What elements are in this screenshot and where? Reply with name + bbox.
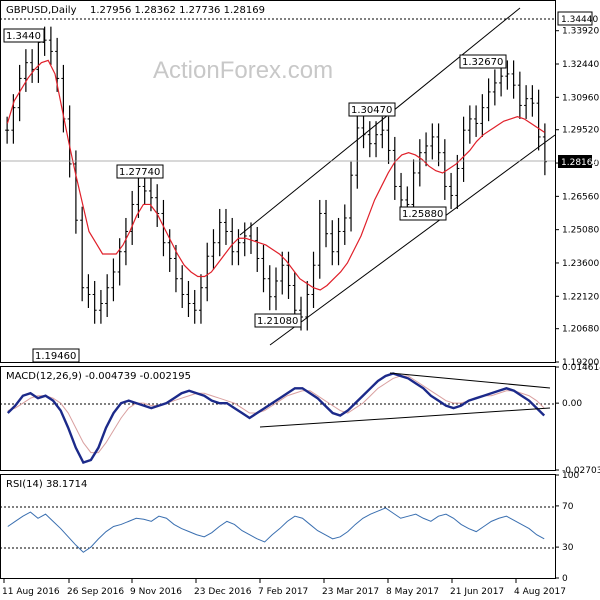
- swing-label-box: [459, 54, 507, 69]
- x-axis: 11 Aug 2016 26 Sep 2016 9 Nov 2016 23 Dec 2…: [2, 578, 566, 597]
- swing-label-box: [254, 313, 302, 328]
- price-tick-label: 1.26560: [562, 192, 599, 202]
- swing-label: 1.30470: [351, 105, 392, 116]
- x-tick-label: 11 Aug 2016: [2, 587, 60, 597]
- rsi-tick-label: 30: [562, 543, 574, 553]
- rsi-panel-frame: [0, 474, 556, 579]
- macd-tick-label: 0.014614: [562, 363, 600, 373]
- price-tick-label: 1.25080: [562, 226, 599, 236]
- watermark: ActionForex.com: [153, 57, 333, 84]
- swing-label: 1.21080: [257, 316, 298, 327]
- price-tick-label: 1.29520: [562, 126, 599, 136]
- price-y-axis: 1.339201.324401.309601.295201.280401.265…: [555, 27, 599, 368]
- macd-y-axis: 0.014614 0.00 -0.027031: [555, 363, 600, 476]
- current-value-box: [558, 155, 592, 168]
- swing-label: 1.32670: [462, 57, 503, 68]
- price-tick-label: 1.22120: [562, 292, 599, 302]
- channel-lower-line: [269, 134, 556, 346]
- x-tick-label: 4 Aug 2017: [514, 587, 566, 597]
- swing-point-labels: 1.19460 1.27740 1.21080 1.30470 1.25880 1.326…: [3, 28, 507, 363]
- rsi-tick-label: 100: [562, 471, 579, 481]
- rsi-line: [7, 507, 545, 553]
- x-tick-label: 26 Sep 2016: [67, 587, 124, 597]
- x-tick-label: 23 Dec 2016: [194, 587, 252, 597]
- macd-main-line: [6, 372, 546, 464]
- x-tick-label: 23 Mar 2017: [322, 587, 379, 597]
- price-tick-label: 1.32440: [562, 60, 599, 70]
- rsi-y-axis: 100 70 30 0: [555, 471, 579, 584]
- swing-label: 1.27740: [119, 167, 160, 178]
- swing-label-box: [399, 206, 447, 221]
- resistance-value-label: 1.34440: [561, 15, 598, 25]
- price-tick-label: 1.23600: [562, 259, 599, 269]
- macd-signal-line: [7, 375, 545, 454]
- swing-label-box: [116, 164, 164, 179]
- price-tick-label: 1.30960: [562, 93, 599, 103]
- macd-panel-frame: [0, 366, 556, 471]
- symbol-label: GBPUSD,Daily: [6, 5, 77, 16]
- x-tick-label: 9 Nov 2016: [130, 587, 182, 597]
- swing-label: 1.3440: [6, 31, 41, 42]
- trend-channel-lines: [239, 7, 556, 346]
- swing-label: 1.25880: [402, 209, 443, 220]
- rsi-tick-label: 0: [562, 574, 568, 584]
- macd-upper-trendline: [389, 372, 551, 389]
- swing-label-box: [32, 348, 80, 363]
- macd-lower-trendline: [259, 407, 551, 428]
- swing-label-box: [3, 28, 45, 43]
- price-tick-label: 1.33920: [562, 27, 599, 37]
- swing-label-box: [348, 102, 396, 117]
- current-value-label: 1.28169: [561, 158, 598, 168]
- swing-label: 1.19460: [35, 351, 76, 362]
- x-tick-label: 21 Jun 2017: [450, 587, 504, 597]
- macd-title: MACD(12,26,9) -0.004739 -0.002195: [6, 371, 191, 382]
- price-tick-label: 1.20680: [562, 325, 599, 335]
- price-tick-label: 1.19200: [562, 358, 599, 368]
- macd-tick-label: -0.027031: [562, 466, 600, 476]
- macd-tick-label: 0.00: [562, 399, 582, 409]
- x-tick-label: 8 May 2017: [386, 587, 439, 597]
- ohlc-label: 1.27956 1.28362 1.27736 1.28169: [90, 5, 265, 16]
- rsi-tick-label: 70: [562, 502, 574, 512]
- moving-average-line: [6, 59, 545, 291]
- rsi-title: RSI(14) 38.1714: [6, 479, 87, 490]
- x-tick-label: 7 Feb 2017: [258, 587, 308, 597]
- resistance-value-box: [557, 11, 593, 26]
- channel-upper-line: [239, 7, 521, 236]
